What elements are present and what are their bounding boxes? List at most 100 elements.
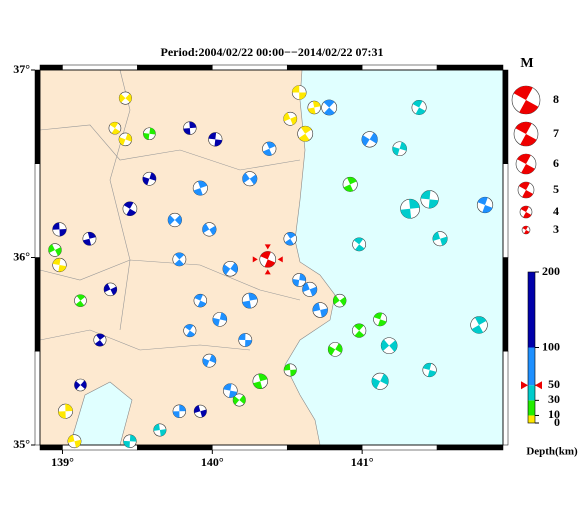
ball-quadrant: [264, 259, 276, 268]
focal-mechanism: [67, 434, 82, 449]
ball-quadrant: [371, 377, 381, 389]
event-pointer: [252, 256, 258, 263]
focal-mechanism: [259, 251, 277, 268]
ball-quadrant: [471, 325, 484, 334]
ball-quadrant: [184, 324, 194, 331]
focal-mechanism: [167, 212, 182, 228]
focal-mechanism: [352, 237, 367, 252]
event-pointer: [264, 244, 271, 250]
colorbar-segment: [528, 400, 535, 416]
frame-segment: [502, 69, 509, 164]
frame-segment: [62, 64, 138, 71]
focal-mechanism: [476, 196, 494, 214]
y-tick-label: 37°: [13, 62, 30, 76]
frame-segment: [436, 64, 504, 71]
ball-quadrant: [524, 230, 530, 234]
ball-quadrant: [174, 215, 182, 225]
ball-quadrant: [149, 127, 156, 135]
ball-quadrant: [189, 121, 197, 129]
ball-quadrant: [174, 259, 184, 266]
ball-quadrant: [186, 330, 195, 337]
ball-quadrant: [432, 231, 441, 241]
focal-mechanism: [52, 222, 67, 237]
frame-segment: [137, 64, 213, 71]
ball-quadrant: [354, 330, 365, 338]
event-pointer: [277, 256, 283, 263]
ball-quadrant: [519, 100, 539, 115]
ball-quadrant: [143, 132, 150, 140]
ball-quadrant: [415, 107, 426, 115]
frame-segment: [502, 257, 509, 352]
ball-quadrant: [202, 358, 210, 367]
ball-quadrant: [373, 312, 383, 320]
ball-quadrant: [95, 340, 104, 347]
ball-quadrant: [290, 116, 297, 125]
ball-quadrant: [149, 172, 156, 181]
legend-label: 4: [553, 204, 559, 218]
ball-quadrant: [125, 93, 132, 103]
focal-mechanism: [232, 393, 246, 407]
legend-label: 7: [553, 126, 559, 140]
frame-segment: [39, 64, 63, 71]
focal-mechanism: [202, 353, 217, 368]
focal-mechanism: [108, 121, 122, 135]
ball-quadrant: [242, 172, 250, 183]
x-tick-label: 139°: [51, 455, 74, 469]
focal-mechanism: [82, 231, 97, 246]
focal-mechanism: [283, 111, 298, 126]
frame-segment: [212, 444, 288, 451]
ball-quadrant: [299, 273, 306, 282]
boundary: [39, 329, 251, 351]
legend-label: 3: [553, 222, 559, 236]
ball-quadrant: [263, 148, 272, 156]
ball-quadrant: [74, 381, 81, 390]
focal-mechanism: [192, 180, 208, 196]
ball-quadrant: [283, 112, 291, 122]
focal-mechanism: [297, 125, 314, 142]
focal-mechanism: [74, 378, 87, 392]
ball-quadrant: [67, 434, 75, 443]
ball-quadrant: [172, 411, 180, 418]
focal-mechanism: [52, 257, 67, 273]
ball-quadrant: [197, 180, 208, 189]
x-tick-label: 141°: [351, 455, 374, 469]
ball-quadrant: [522, 190, 534, 199]
frame-segment: [39, 444, 63, 451]
focal-mechanism: [193, 404, 207, 418]
ball-quadrant: [233, 396, 240, 405]
ball-quadrant: [284, 363, 291, 371]
focal-mechanism: [361, 131, 378, 148]
focal-mechanism: [373, 312, 388, 327]
ball-quadrant: [377, 319, 387, 326]
ball-quadrant: [52, 258, 61, 265]
ball-quadrant: [174, 252, 185, 260]
ball-quadrant: [399, 142, 407, 151]
ball-quadrant: [420, 190, 431, 200]
colorbar-label: 10: [548, 407, 560, 421]
ball-quadrant: [355, 244, 365, 251]
focal-mechanism: [118, 132, 133, 147]
ball-quadrant: [48, 244, 55, 253]
ball-quadrant: [339, 296, 347, 306]
x-tick-label: 140°: [201, 455, 224, 469]
ball-quadrant: [111, 128, 120, 135]
ball-quadrant: [208, 132, 217, 140]
focal-mechanism: [48, 243, 62, 257]
focal-mechanism: [212, 312, 228, 327]
ball-quadrant: [292, 278, 300, 287]
focal-mechanism: [262, 141, 277, 156]
focal-mechanism: [238, 333, 253, 347]
ball-quadrant: [58, 411, 66, 419]
ball-quadrant: [474, 316, 487, 325]
focal-mechanism: [352, 323, 367, 338]
ball-quadrant: [168, 215, 175, 225]
ball-quadrant: [335, 343, 343, 353]
focal-mechanism: [400, 198, 421, 219]
focal-mechanism: [118, 91, 132, 105]
focal-mechanism: [513, 121, 539, 147]
ball-quadrant: [123, 201, 134, 209]
ball-quadrant: [194, 294, 203, 301]
colorbar-label: 50: [548, 377, 560, 391]
ball-quadrant: [518, 181, 530, 190]
colorbar-label: 200: [542, 264, 560, 278]
